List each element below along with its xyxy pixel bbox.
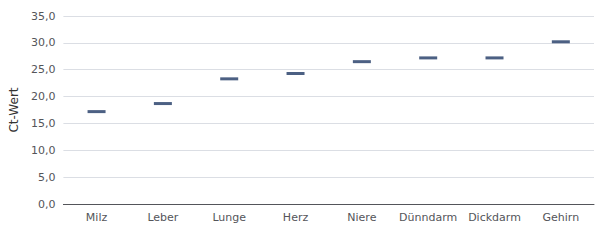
svg-text:15,0: 15,0 [31,117,56,130]
svg-text:Niere: Niere [347,211,376,224]
svg-text:25,0: 25,0 [31,63,56,76]
svg-text:5,0: 5,0 [38,171,56,184]
svg-text:Dickdarm: Dickdarm [468,211,521,224]
svg-text:20,0: 20,0 [31,90,56,103]
svg-text:Leber: Leber [147,211,178,224]
svg-text:0,0: 0,0 [38,198,56,211]
svg-text:Lunge: Lunge [212,211,246,224]
svg-text:Milz: Milz [86,211,108,224]
svg-text:Dünndarm: Dünndarm [399,211,457,224]
svg-text:Ct-Wert: Ct-Wert [7,87,21,132]
svg-text:Herz: Herz [283,211,309,224]
svg-text:35,0: 35,0 [31,10,56,23]
svg-text:Gehirn: Gehirn [543,211,580,224]
svg-text:10,0: 10,0 [31,144,56,157]
svg-text:30,0: 30,0 [31,36,56,49]
